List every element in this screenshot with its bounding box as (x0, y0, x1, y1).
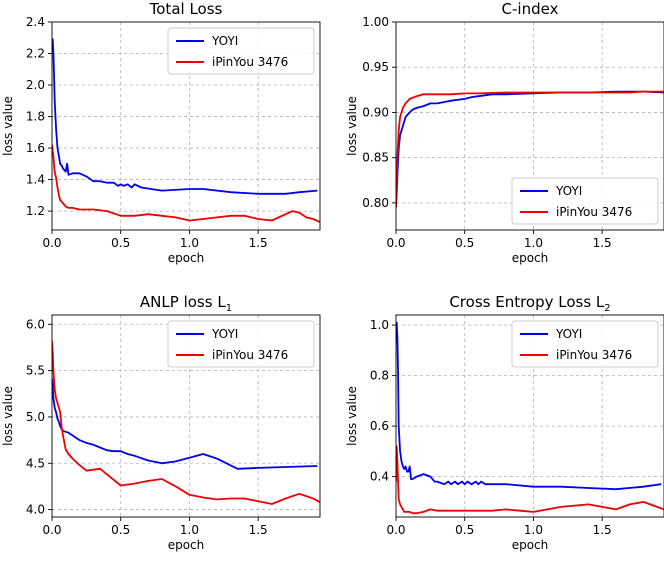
plot-frame (395, 21, 664, 231)
series-line-ipinyou-3476 (396, 90, 664, 208)
legend: YOYI iPinYou 3476 (511, 320, 659, 368)
legend-label: iPinYou 3476 (212, 55, 288, 69)
chart-c-index: 0.0 0.5 1.0 1.5 0.80 0.85 0.90 0.95 1.00 epoch los… (345, 0, 664, 265)
legend-label: YOYI (211, 34, 238, 48)
legend-label: iPinYou 3476 (556, 205, 632, 219)
y-tick-label: 0.90 (362, 105, 389, 119)
y-tick-label: 1.8 (26, 110, 45, 124)
x-tick-label: 0.0 (386, 523, 405, 537)
plot-frame (395, 314, 664, 518)
y-tick-label: 0.80 (362, 196, 389, 210)
legend-label: iPinYou 3476 (556, 348, 632, 362)
x-tick-label: 1.0 (524, 236, 543, 250)
x-tick-label: 0.0 (42, 236, 61, 250)
x-tick-label: 0.5 (455, 236, 474, 250)
y-tick-label: 2.2 (26, 47, 45, 61)
chart-title: C-index (502, 0, 559, 18)
chart-title-subscript: 1 (226, 303, 232, 314)
x-tick-label: 0.0 (42, 523, 61, 537)
chart-title-text: ANLP loss L (140, 293, 226, 311)
legend: YOYI iPinYou 3476 (511, 177, 659, 225)
chart-title: Total Loss (149, 0, 223, 18)
y-axis-label: loss value (1, 96, 15, 156)
legend-label: YOYI (555, 184, 582, 198)
legend-label: YOYI (211, 327, 238, 341)
y-tick-label: 4.5 (26, 456, 45, 470)
series-line-yoyi (52, 378, 318, 470)
x-tick-label: 0.5 (111, 236, 130, 250)
series-line-ipinyou-3476 (52, 340, 320, 505)
y-tick-label: 6.0 (26, 317, 45, 331)
y-tick-label: 1.6 (26, 141, 45, 155)
legend-box (511, 177, 659, 225)
y-tick-label: 0.4 (370, 470, 389, 484)
chart-anlp-loss: 0.0 0.5 1.0 1.5 4.0 4.5 5.0 5.5 6.0 epoch loss val… (1, 293, 321, 552)
y-tick-label: 1.2 (26, 204, 45, 218)
x-axis-label: epoch (512, 251, 549, 265)
y-tick-label: 1.0 (370, 318, 389, 332)
y-axis-label: loss value (345, 386, 359, 446)
x-tick-label: 1.5 (593, 236, 612, 250)
chart-title-text: Cross Entropy Loss L (449, 293, 605, 311)
legend: YOYI iPinYou 3476 (167, 320, 315, 368)
y-tick-label: 0.6 (370, 419, 389, 433)
x-tick-label: 0.5 (455, 523, 474, 537)
x-tick-label: 0.5 (111, 523, 130, 537)
y-tick-label: 0.8 (370, 369, 389, 383)
y-axis-label: loss value (345, 96, 359, 156)
y-tick-label: 5.5 (26, 364, 45, 378)
y-tick-label: 5.0 (26, 410, 45, 424)
y-axis-label: loss value (1, 386, 15, 446)
y-tick-label: 1.4 (26, 173, 45, 187)
plot-frame (51, 21, 321, 231)
y-tick-label: 2.0 (26, 78, 45, 92)
series-line-yoyi (396, 321, 662, 491)
x-axis-label: epoch (168, 538, 205, 552)
legend: YOYI iPinYou 3476 (167, 27, 315, 75)
legend-label: iPinYou 3476 (212, 348, 288, 362)
y-tick-label: 1.00 (362, 15, 389, 29)
x-tick-label: 1.5 (593, 523, 612, 537)
x-tick-label: 0.0 (386, 236, 405, 250)
legend-box (511, 320, 659, 368)
chart-title-subscript: 2 (604, 303, 610, 314)
chart-total-loss: 0.0 0.5 1.0 1.5 1.2 1.4 1.6 1.8 2.0 2.2 2.4 epoch lo… (1, 0, 321, 265)
x-tick-label: 1.5 (249, 523, 268, 537)
series-line-ipinyou-3476 (396, 445, 664, 515)
plot-frame (51, 314, 321, 518)
x-tick-label: 1.0 (180, 236, 199, 250)
chart-title-text: Total Loss (149, 0, 223, 18)
y-tick-label: 2.4 (26, 15, 45, 29)
x-axis-label: epoch (168, 251, 205, 265)
legend-box (167, 27, 315, 75)
y-tick-label: 4.0 (26, 503, 45, 517)
chart-title-text: C-index (502, 0, 559, 18)
chart-title: ANLP loss L1 (140, 293, 232, 314)
x-tick-label: 1.0 (180, 523, 199, 537)
x-tick-label: 1.0 (524, 523, 543, 537)
chart-title: Cross Entropy Loss L2 (449, 293, 610, 314)
legend-label: YOYI (555, 327, 582, 341)
series-line-yoyi (52, 38, 318, 195)
x-axis-label: epoch (512, 538, 549, 552)
y-tick-label: 0.95 (362, 60, 389, 74)
legend-box (167, 320, 315, 368)
x-tick-label: 1.5 (249, 236, 268, 250)
y-tick-label: 0.85 (362, 151, 389, 165)
series-line-ipinyou-3476 (52, 144, 320, 223)
